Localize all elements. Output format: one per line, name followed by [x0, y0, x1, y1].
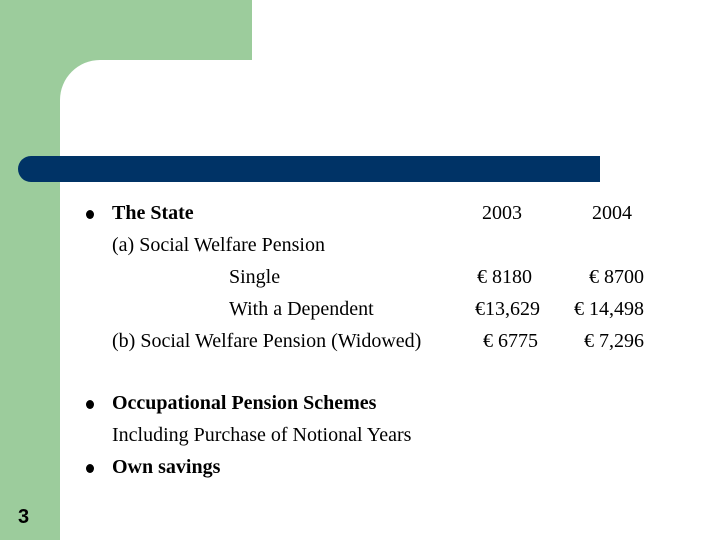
column-2004-header: 2004	[592, 202, 632, 224]
column-2003-header: 2003	[482, 202, 522, 224]
dependent-2003-value: €13,629	[475, 298, 540, 320]
single-label: Single	[229, 266, 281, 288]
bullet-icon	[86, 400, 94, 409]
dependent-label: With a Dependent	[229, 298, 374, 320]
savings-heading: Own savings	[112, 456, 221, 478]
bullet-icon	[86, 210, 94, 219]
occupational-heading: Occupational Pension Schemes	[112, 392, 377, 414]
dependent-2004-value: € 14,498	[574, 298, 644, 320]
content-panel	[60, 60, 720, 540]
widowed-2004-value: € 7,296	[584, 330, 644, 352]
title-bar	[18, 156, 600, 182]
single-2003-value: € 8180	[477, 266, 532, 288]
bullet-icon	[86, 464, 94, 473]
state-heading: The State	[112, 202, 194, 224]
slide-number: 3	[18, 506, 30, 528]
occupational-subtext: Including Purchase of Notional Years	[112, 424, 412, 446]
widowed-label: (b) Social Welfare Pension (Widowed)	[112, 330, 422, 352]
widowed-2003-value: € 6775	[483, 330, 538, 352]
section-a-label: (a) Social Welfare Pension	[112, 234, 325, 256]
single-2004-value: € 8700	[589, 266, 644, 288]
